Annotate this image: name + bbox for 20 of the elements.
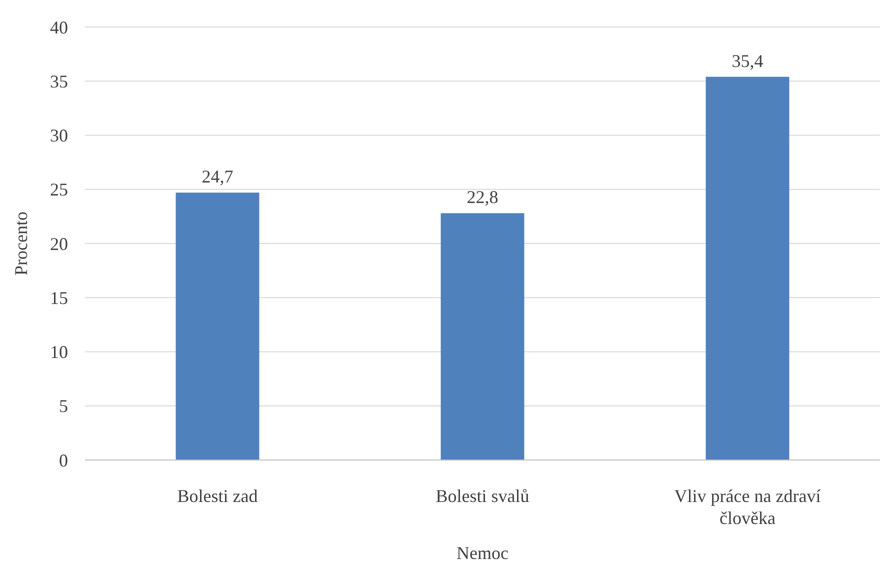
data-label: 22,8 xyxy=(466,187,498,208)
y-tick-label: 15 xyxy=(50,288,68,308)
data-label: 35,4 xyxy=(732,50,764,71)
y-tick-label: 25 xyxy=(50,180,68,200)
x-axis-title: Nemoc xyxy=(456,543,508,563)
y-tick-label: 10 xyxy=(50,342,68,362)
bar xyxy=(176,192,260,460)
y-tick-label: 5 xyxy=(59,396,68,416)
y-tick-label: 35 xyxy=(50,71,68,92)
x-tick-label: Bolesti zad xyxy=(177,486,258,506)
data-label: 24,7 xyxy=(202,166,234,187)
y-tick-label: 20 xyxy=(50,234,68,254)
x-tick-label: Bolesti svalů xyxy=(436,486,530,506)
bar xyxy=(706,76,790,460)
y-tick-label: 0 xyxy=(59,450,68,470)
x-tick-label: Vliv práce na zdraví člověka xyxy=(674,486,821,528)
y-axis-title: Procento xyxy=(11,212,31,276)
y-tick-label: 40 xyxy=(50,17,68,38)
bar xyxy=(440,213,524,460)
y-tick-label: 30 xyxy=(50,126,68,146)
